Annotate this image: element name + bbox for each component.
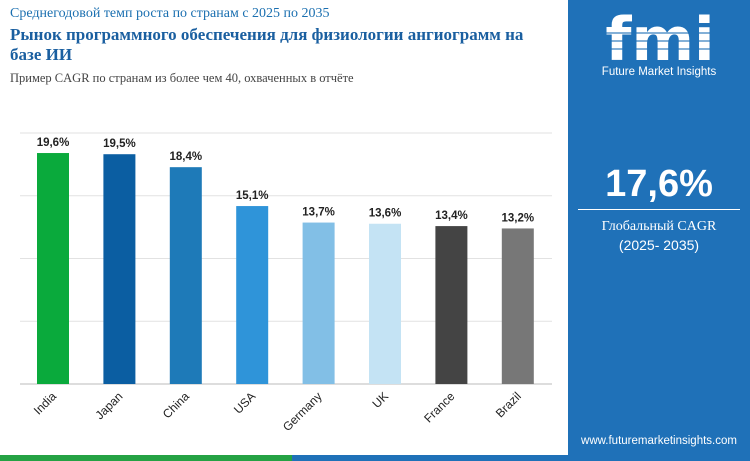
x-tick-label: France <box>421 389 458 426</box>
bar-brazil <box>501 228 534 384</box>
global-cagr-value: 17,6% <box>605 163 713 205</box>
chart-description: Пример CAGR по странам из более чем 40, … <box>10 71 354 85</box>
cagr-divider <box>578 209 740 210</box>
sidebar-panel: fmi Future Market Insights 17,6% Глобаль… <box>568 0 750 461</box>
x-tick-label: UK <box>369 389 391 411</box>
data-label: 13,4% <box>435 210 468 222</box>
chart-title: Рынок программного обеспечения для физио… <box>10 25 524 64</box>
data-label: 18,4% <box>169 151 202 163</box>
data-label: 13,7% <box>302 207 335 219</box>
global-cagr-period: (2025- 2035) <box>618 237 700 253</box>
bar-chart: 19,6% India 19,5% Japan 18,4% China 15,1% USA 13… <box>20 132 552 434</box>
website-link[interactable]: www.futuremarketinsights.com <box>581 435 737 447</box>
fmi-logo-text: fmi <box>605 8 714 70</box>
chart-panel: Среднегодовой темп роста по странам с 20… <box>0 6 568 461</box>
bottom-accent-bar <box>0 455 568 461</box>
global-cagr-label: Глобальный CAGR <box>601 219 717 234</box>
data-label: 13,2% <box>501 212 534 224</box>
x-tick-label: India <box>31 389 60 418</box>
data-label: 13,6% <box>369 208 402 220</box>
bar-usa <box>236 206 269 384</box>
data-label: 19,5% <box>103 138 136 150</box>
bar-uk <box>369 223 401 384</box>
bar-germany <box>302 222 335 384</box>
x-tick-label: Germany <box>280 389 325 434</box>
x-tick-label: China <box>160 389 192 421</box>
bar-india <box>37 153 69 384</box>
x-tick-label: USA <box>231 389 258 416</box>
bottom-accent-green <box>0 455 292 461</box>
chart-subtitle: Среднегодовой темп роста по странам с 20… <box>10 6 330 21</box>
data-label: 19,6% <box>37 137 70 149</box>
x-tick-label: Brazil <box>493 389 524 420</box>
fmi-logo: fmi <box>600 8 720 70</box>
logo-subtitle: Future Market Insights <box>601 66 717 78</box>
bar-china <box>169 167 202 384</box>
data-label: 15,1% <box>236 190 269 202</box>
bar-france <box>435 226 468 384</box>
x-tick-label: Japan <box>92 389 125 422</box>
bar-japan <box>103 154 136 384</box>
